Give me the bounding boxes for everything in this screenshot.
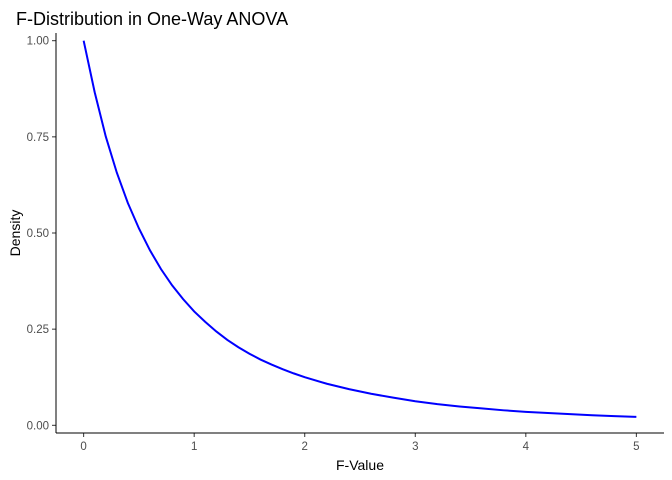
chart-title: F-Distribution in One-Way ANOVA [16,9,288,29]
x-axis: 0 1 2 3 4 5 [80,433,640,453]
y-tick-label: 1.00 [27,36,49,48]
x-axis-title: F-Value [336,457,384,473]
y-tick-label: 0.00 [27,420,49,432]
x-tick-label: 4 [523,441,530,453]
x-tick-label: 3 [412,441,418,453]
density-curve [82,40,637,418]
x-tick-label: 2 [302,441,308,453]
y-tick-label: 0.50 [27,228,49,240]
y-tick-label: 0.25 [27,324,49,336]
x-tick-label: 5 [633,441,639,453]
y-tick-label: 0.75 [27,132,49,144]
y-axis-title: Density [7,210,23,257]
x-tick-label: 0 [80,441,86,453]
x-tick-label: 1 [191,441,197,453]
y-axis: 0.00 0.25 0.50 0.75 1.00 [27,36,56,432]
